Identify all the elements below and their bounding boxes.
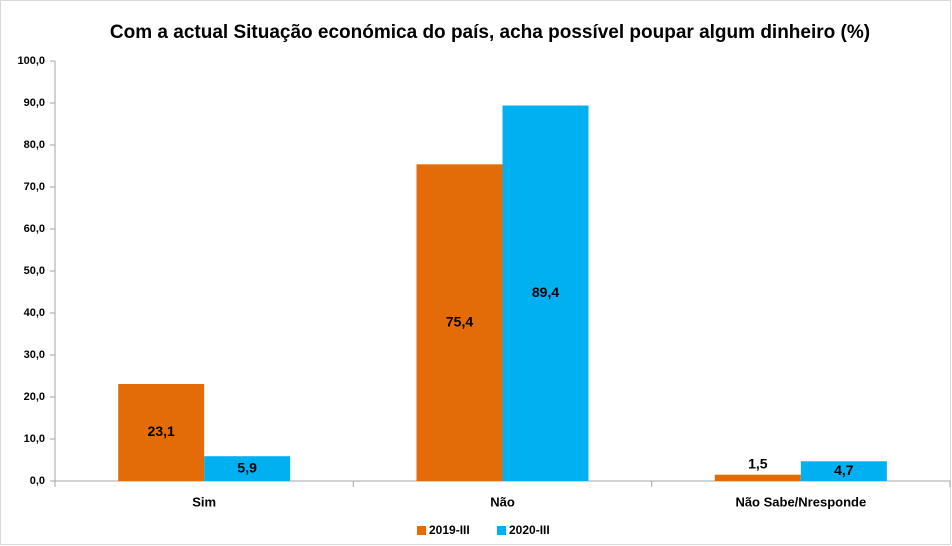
bar bbox=[714, 474, 801, 481]
bar bbox=[118, 383, 205, 481]
y-tick-label: 60,0 bbox=[24, 223, 45, 235]
y-tick-label: 80,0 bbox=[24, 139, 45, 151]
y-tick-label: 30,0 bbox=[24, 349, 45, 361]
y-tick-label: 90,0 bbox=[24, 97, 45, 109]
data-label: 75,4 bbox=[446, 313, 473, 329]
legend-swatch bbox=[417, 526, 426, 535]
y-tick-label: 100,0 bbox=[17, 55, 45, 67]
y-tick-label: 20,0 bbox=[24, 391, 45, 403]
bar bbox=[204, 456, 291, 481]
data-label: 5,9 bbox=[237, 459, 257, 475]
data-label: 89,4 bbox=[532, 284, 559, 300]
x-tick-label: Não bbox=[490, 494, 515, 509]
y-tick-label: 50,0 bbox=[24, 265, 45, 277]
y-tick-label: 10,0 bbox=[24, 433, 45, 445]
x-tick-label: Não Sabe/Nresponde bbox=[735, 494, 866, 509]
y-tick-label: 70,0 bbox=[24, 181, 45, 193]
x-tick-label: Sim bbox=[192, 494, 216, 509]
chart-title: Com a actual Situação económica do país,… bbox=[110, 22, 870, 43]
legend-swatch bbox=[497, 526, 506, 535]
data-label: 23,1 bbox=[148, 423, 175, 439]
bar bbox=[502, 105, 589, 482]
y-tick-label: 40,0 bbox=[24, 307, 45, 319]
data-label: 1,5 bbox=[748, 455, 768, 471]
y-tick-label: 0,0 bbox=[30, 475, 45, 487]
bar bbox=[800, 461, 887, 481]
legend-label: 2020-III bbox=[509, 523, 550, 537]
legend-label: 2019-III bbox=[429, 523, 470, 537]
bar bbox=[416, 164, 503, 481]
data-label: 4,7 bbox=[834, 462, 854, 478]
